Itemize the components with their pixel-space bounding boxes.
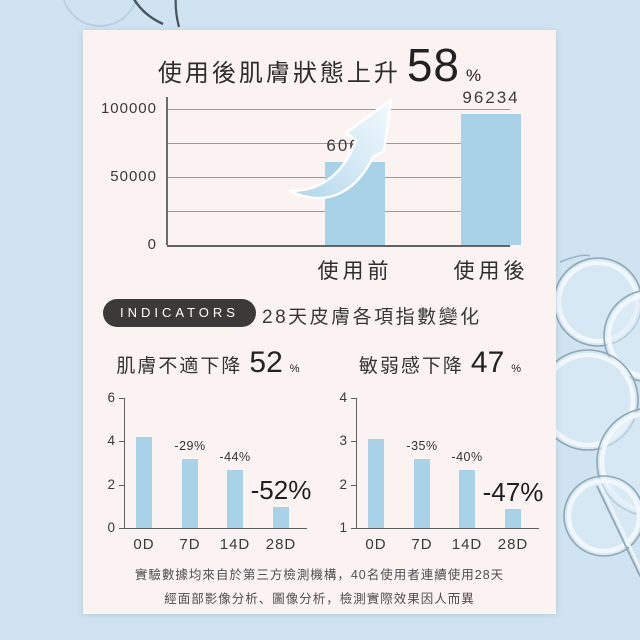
subtitle-percent-sign: % [511, 363, 522, 375]
disclaimer-line-1: 實驗數據均來自於第三方檢測機構，40名使用者連續使用28天 [134, 568, 505, 582]
bar-value-label: 96234 [462, 88, 520, 108]
x-category-label: 0D [365, 536, 387, 553]
bar-change-label: -29% [174, 438, 206, 453]
subtitle-percent-value: 47 [470, 346, 505, 379]
y-tick-label: 4 [107, 433, 115, 449]
upward-trend-arrow-icon [288, 98, 393, 200]
y-tick-label: 50000 [110, 168, 157, 185]
bar [182, 458, 198, 528]
x-category-label: 使用前 [317, 260, 393, 283]
y-tick-label: 2 [107, 476, 115, 492]
y-tick-label: 4 [339, 390, 347, 405]
bar [368, 439, 384, 528]
bar-change-label: -40% [451, 449, 483, 464]
x-category-label: 14D [219, 536, 251, 553]
subtitle-percent-sign: % [289, 363, 300, 375]
y-tick-label: 3 [339, 433, 347, 449]
x-category-label: 14D [451, 536, 483, 553]
bar [459, 469, 475, 528]
y-tick-label: 100000 [100, 100, 157, 117]
x-category-label: 28D [497, 536, 529, 553]
x-category-label: 0D [133, 536, 155, 553]
subtitle-text: 敏弱感下降 [358, 356, 464, 377]
bar-change-label: -52% [250, 475, 312, 506]
x-category-label: 7D [411, 536, 433, 553]
subtitle-text: 肌膚不適下降 [116, 356, 243, 377]
indicators-badge: INDICATORS [103, 299, 256, 327]
x-category-label: 7D [179, 536, 201, 553]
before-after-bar-chart: 05000010000060681使用前96234使用後 [101, 88, 525, 283]
results-card: 使用後肌膚狀態上升 58 % 05000010000060681使用前96234… [83, 30, 556, 614]
bar-change-label: -47% [482, 476, 544, 507]
skin-discomfort-title: 肌膚不適下降 52 % [97, 348, 319, 378]
grid-line [167, 245, 510, 247]
title-percent-value: 58 [406, 39, 461, 91]
sensitivity-title: 敏弱感下降 47 % [329, 348, 551, 378]
page-title: 使用後肌膚狀態上升 58 % [83, 42, 556, 88]
skin-discomfort-chart: 肌膚不適下降 52 % 0 2 4 6 0D -29% 7D -44% 14D -52% 28D [97, 342, 319, 568]
bar [461, 114, 521, 245]
y-tick-mark [119, 484, 125, 486]
y-tick-mark [351, 484, 357, 486]
y-axis-line [166, 97, 168, 245]
y-tick-mark [351, 528, 357, 529]
x-category-label: 28D [265, 536, 297, 553]
x-category-label: 使用後 [453, 260, 529, 283]
indicators-caption: 28天皮膚各項指數變化 [262, 307, 482, 328]
title-text: 使用後肌膚狀態上升 [157, 60, 401, 87]
y-tick-label: 0 [107, 520, 115, 535]
bar [227, 469, 243, 528]
bar-change-label: -44% [219, 449, 251, 464]
y-tick-label: 1 [339, 520, 347, 535]
subtitle-percent-value: 52 [249, 346, 283, 379]
y-tick-label: 2 [339, 476, 347, 492]
y-tick-mark [119, 528, 125, 529]
bar [414, 458, 430, 528]
y-tick-label: 6 [107, 390, 115, 405]
y-tick-mark [351, 398, 357, 399]
grid-line [167, 143, 510, 144]
y-tick-mark [351, 441, 357, 443]
sensitivity-chart: 敏弱感下降 47 % 1 2 3 4 0D -35% 7D -40% 14D -47% 28D [329, 342, 551, 568]
bar [505, 508, 521, 528]
disclaimer-line-2: 經面部影像分析、圖像分析，檢測實際效果因人而異 [164, 592, 475, 606]
grid-line [167, 109, 510, 110]
bar [136, 437, 152, 528]
sensitivity-plot: 1 2 3 4 0D -35% 7D -40% 14D -47% 28D [339, 390, 543, 553]
skin-discomfort-plot: 0 2 4 6 0D -29% 7D -44% 14D -52% 28D [107, 390, 311, 553]
y-tick-label: 0 [147, 236, 157, 253]
y-tick-mark [119, 441, 125, 443]
bar-change-label: -35% [406, 438, 438, 453]
bar [273, 507, 289, 528]
y-tick-mark [119, 398, 125, 399]
title-percent-sign: % [466, 66, 482, 85]
